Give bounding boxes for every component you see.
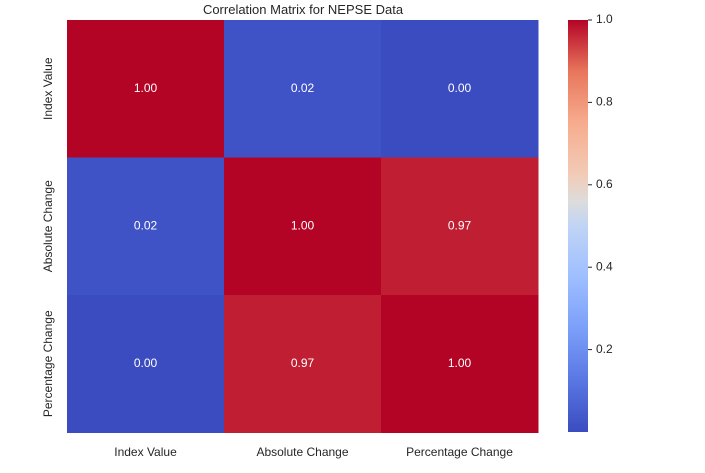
- cell-value-label: 0.02: [291, 81, 315, 95]
- y-tick-label: Absolute Change: [41, 180, 55, 272]
- cell-value-label: 1.00: [448, 356, 472, 370]
- cell-value-label: 1.00: [291, 218, 315, 232]
- heatmap-cell: [224, 20, 382, 158]
- heatmap-cell: [67, 20, 225, 158]
- heatmap-cell: [381, 157, 539, 296]
- heatmap-cell: [67, 157, 225, 296]
- cell-value-label: 0.97: [448, 218, 472, 232]
- colorbar-ticks: 0.2 0.4 0.6 0.8 1.0: [588, 12, 613, 356]
- colorbar: [568, 20, 588, 432]
- cell-value-label: 0.97: [291, 356, 315, 370]
- heatmap-cells: [67, 20, 539, 433]
- x-tick-label: Percentage Change: [406, 445, 513, 459]
- colorbar-tick-label: 0.8: [596, 95, 613, 109]
- y-tick-label: Index Value: [41, 57, 55, 120]
- chart-title: Correlation Matrix for NEPSE Data: [203, 2, 404, 17]
- cell-value-label: 0.00: [134, 356, 158, 370]
- colorbar-tick-label: 0.6: [596, 177, 613, 191]
- heatmap-cell: [67, 295, 225, 433]
- heatmap-cell: [224, 157, 382, 296]
- cell-value-labels: 1.00 0.02 0.00 0.02 1.00 0.97 0.00 0.97 1.00: [134, 81, 472, 370]
- x-tick-label: Index Value: [114, 445, 177, 459]
- cell-value-label: 0.00: [448, 81, 472, 95]
- cell-value-label: 0.02: [134, 218, 158, 232]
- heatmap-cell: [381, 20, 539, 158]
- colorbar-tick-label: 0.2: [596, 342, 613, 356]
- colorbar-tick-label: 0.4: [596, 259, 613, 273]
- y-tick-label: Percentage Change: [41, 310, 55, 417]
- colorbar-tick-label: 1.0: [596, 12, 613, 26]
- heatmap-cell: [381, 295, 539, 433]
- cell-value-label: 1.00: [134, 81, 158, 95]
- x-axis-tick-labels: Index Value Absolute Change Percentage Cha…: [114, 445, 513, 459]
- x-tick-label: Absolute Change: [256, 445, 348, 459]
- y-axis-tick-labels: Index Value Absolute Change Percentage Cha…: [41, 57, 55, 417]
- heatmap-cell: [224, 295, 382, 433]
